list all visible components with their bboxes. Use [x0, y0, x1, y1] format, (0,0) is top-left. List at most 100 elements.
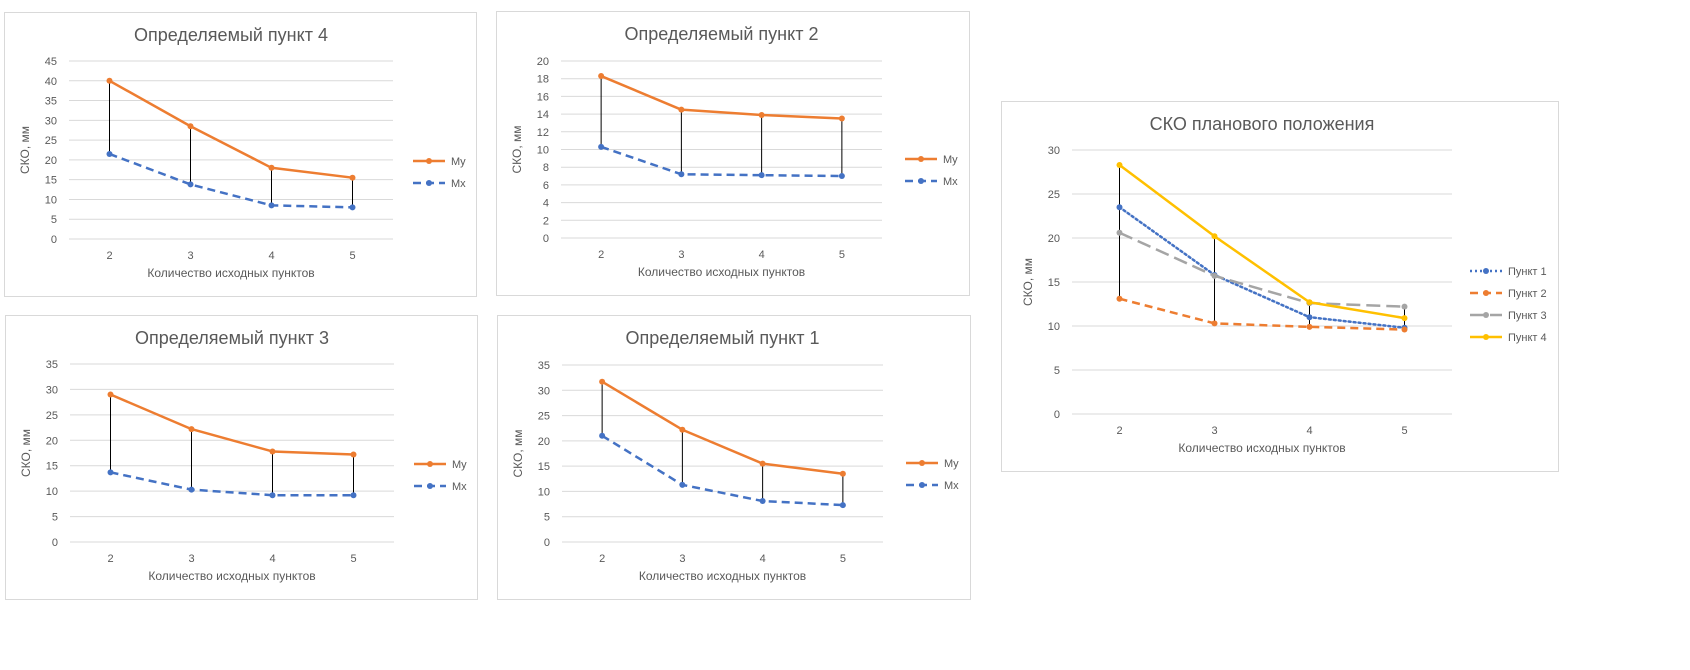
- legend-marker: [1483, 268, 1489, 274]
- data-point: [1401, 315, 1408, 322]
- y-tick-label: 30: [538, 385, 550, 397]
- x-tick-label: 4: [269, 553, 275, 565]
- y-tick-label: 20: [538, 436, 550, 448]
- legend-label: Mx: [944, 480, 959, 492]
- y-axis-title: СКО, мм: [511, 429, 525, 477]
- data-point: [106, 77, 113, 84]
- data-point: [1116, 229, 1123, 236]
- x-axis-title: Количество исходных пунктов: [638, 265, 805, 279]
- y-tick-label: 4: [543, 198, 549, 210]
- data-point: [838, 115, 845, 122]
- data-point: [758, 111, 765, 118]
- y-tick-label: 16: [537, 91, 549, 103]
- chart-point-4: Определяемый пункт 4 0 5 10 15 20 25 30 35 40 45 2 3…: [4, 12, 477, 297]
- y-tick-label: 25: [538, 411, 550, 423]
- data-point: [838, 173, 845, 180]
- data-point: [599, 378, 606, 385]
- data-point: [598, 143, 605, 150]
- y-tick-label: 20: [1048, 233, 1060, 245]
- legend-marker: [426, 180, 432, 186]
- y-tick-label: 0: [1054, 409, 1060, 421]
- data-point: [107, 391, 114, 398]
- data-point: [349, 204, 356, 211]
- x-tick-label: 5: [349, 250, 355, 262]
- legend-marker: [1483, 290, 1489, 296]
- legend-label: My: [452, 459, 467, 471]
- x-tick-label: 3: [188, 553, 194, 565]
- data-point: [1116, 204, 1123, 211]
- x-axis-title: Количество исходных пунктов: [148, 569, 315, 583]
- y-tick-label: 25: [1048, 189, 1060, 201]
- x-axis-title: Количество исходных пунктов: [1178, 441, 1345, 455]
- x-axis-title: Количество исходных пунктов: [147, 266, 314, 280]
- data-point: [759, 498, 766, 505]
- data-point: [1306, 314, 1313, 321]
- y-tick-label: 5: [51, 214, 57, 226]
- x-tick-label: 2: [106, 250, 112, 262]
- y-tick-label: 45: [45, 56, 57, 68]
- y-tick-label: 20: [537, 56, 549, 68]
- x-tick-label: 4: [1306, 425, 1312, 437]
- x-tick-label: 5: [1401, 425, 1407, 437]
- chart-title: Определяемый пункт 2: [625, 24, 819, 44]
- x-tick-label: 2: [1116, 425, 1122, 437]
- series-line: [110, 471, 354, 497]
- legend-label: My: [451, 156, 466, 168]
- legend-label: Mx: [452, 481, 467, 493]
- y-tick-label: 35: [46, 359, 58, 371]
- chart-planimetric-rmse: СКО планового положения 0 5 10 15 20 25 30 2 3 4 5 К…: [1001, 101, 1559, 472]
- y-tick-label: 2: [543, 215, 549, 227]
- y-tick-label: 30: [1048, 145, 1060, 157]
- data-point: [350, 451, 357, 458]
- y-tick-label: 18: [537, 74, 549, 86]
- data-point: [758, 172, 765, 179]
- y-tick-label: 20: [46, 435, 58, 447]
- y-tick-label: 25: [45, 135, 57, 147]
- x-tick-label: 2: [599, 553, 605, 565]
- legend-label: My: [943, 154, 958, 166]
- data-point: [1116, 161, 1123, 168]
- data-point: [1401, 326, 1408, 333]
- y-tick-label: 0: [544, 537, 550, 549]
- x-axis-title: Количество исходных пунктов: [639, 569, 806, 583]
- legend-marker: [919, 460, 925, 466]
- x-tick-label: 2: [598, 249, 604, 261]
- legend-label: Пункт 1: [1508, 266, 1547, 278]
- data-point: [1211, 320, 1218, 327]
- x-tick-label: 4: [268, 250, 274, 262]
- data-point: [188, 426, 195, 433]
- data-point: [839, 502, 846, 509]
- data-point: [839, 470, 846, 477]
- y-tick-label: 10: [538, 486, 550, 498]
- data-point: [1306, 323, 1313, 330]
- chart-svg: Определяемый пункт 3 0 5 10 15 20 25 30 35 2 3 4 5 Ко…: [19, 328, 467, 583]
- y-tick-label: 0: [51, 234, 57, 246]
- series-line: [600, 145, 842, 178]
- legend-marker: [1483, 334, 1489, 340]
- y-axis-title: СКО, мм: [18, 126, 32, 174]
- data-point: [678, 171, 685, 178]
- data-point: [678, 106, 685, 113]
- series-line: [110, 393, 354, 456]
- chart-svg: Определяемый пункт 2 0 2 4 6 8 10 12 14 16 18 20 2 3 4…: [510, 24, 958, 279]
- data-point: [268, 202, 275, 209]
- data-point: [1306, 299, 1313, 306]
- series-line: [600, 74, 842, 120]
- series-line: [1118, 163, 1405, 320]
- data-point: [107, 469, 114, 476]
- x-tick-label: 4: [759, 249, 765, 261]
- y-tick-label: 12: [537, 127, 549, 139]
- data-point: [350, 492, 357, 499]
- series-line: [601, 434, 843, 507]
- data-point: [1401, 303, 1408, 310]
- y-tick-label: 15: [1048, 277, 1060, 289]
- y-tick-label: 15: [45, 175, 57, 187]
- chart-point-2: Определяемый пункт 2 0 2 4 6 8 10 12 14 16 18 20 2 3 4…: [496, 11, 970, 296]
- legend-marker: [1483, 312, 1489, 318]
- y-tick-label: 35: [45, 96, 57, 108]
- data-point: [188, 486, 195, 493]
- y-tick-label: 30: [46, 384, 58, 396]
- chart-title: Определяемый пункт 4: [134, 25, 328, 45]
- chart-svg: Определяемый пункт 1 0 5 10 15 20 25 30 35 2 3 4 5 Ко…: [511, 328, 959, 583]
- data-point: [268, 164, 275, 171]
